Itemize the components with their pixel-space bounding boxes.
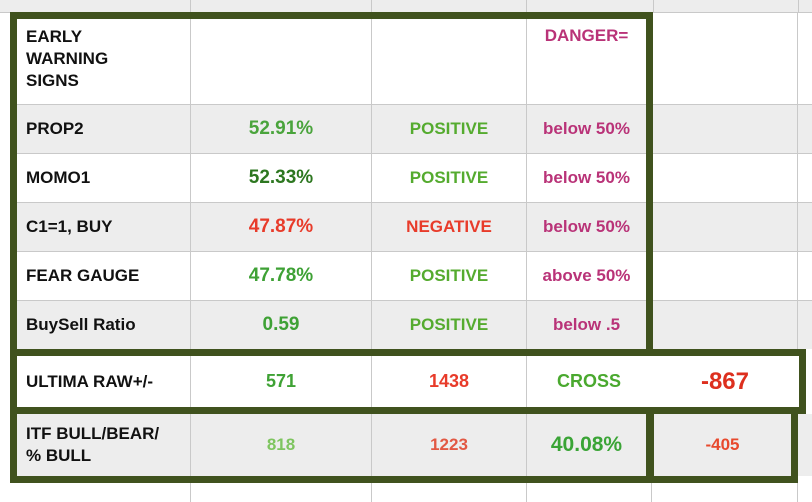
table-row-c1-buy: C1=1, BUY 47.87% NEGATIVE below 50% <box>17 202 646 251</box>
row-status: POSITIVE <box>409 315 489 334</box>
ultima-bull-value: 571 <box>265 371 297 391</box>
ultima-row: ULTIMA RAW+/- 571 1438 CROSS -867 <box>17 356 799 407</box>
danger-header-label: DANGER= <box>544 26 629 45</box>
cell-itf-net[interactable]: -405 <box>654 414 791 476</box>
gridline <box>653 0 654 12</box>
table-row-fear-gauge: FEAR GAUGE 47.78% POSITIVE above 50% <box>17 251 646 300</box>
cell-fear-label[interactable]: FEAR GAUGE <box>17 252 190 300</box>
cell-itf-label[interactable]: ITF BULL/BEAR/ % BULL <box>17 414 190 476</box>
itf-bear-value: 1223 <box>430 435 468 454</box>
cell-itf-bear[interactable]: 1223 <box>371 414 526 476</box>
table-row-prop2: PROP2 52.91% POSITIVE below 50% <box>17 104 646 153</box>
cell-itf-bull[interactable]: 818 <box>190 414 371 476</box>
cell-c1-status[interactable]: NEGATIVE <box>371 203 526 251</box>
table-title: EARLY WARNING SIGNS <box>26 27 109 90</box>
row-danger: below .5 <box>552 315 621 334</box>
cell-ultima-bull[interactable]: 571 <box>190 356 371 407</box>
cell-prop2-label[interactable]: PROP2 <box>17 105 190 153</box>
itf-net-value: -405 <box>705 435 740 454</box>
cell-fear-status[interactable]: POSITIVE <box>371 252 526 300</box>
row-label: BuySell Ratio <box>26 315 136 334</box>
ultima-signal-value: CROSS <box>556 371 621 391</box>
spreadsheet-bottom-row <box>0 483 812 502</box>
cell-danger-header[interactable]: DANGER= <box>526 19 646 104</box>
empty-cell[interactable] <box>653 13 812 104</box>
empty-cell[interactable] <box>653 153 812 202</box>
green-cell-divider <box>646 414 654 476</box>
cell-c1-value[interactable]: 47.87% <box>190 203 371 251</box>
cell-itf-percent[interactable]: 40.08% <box>526 414 646 476</box>
cell-buysell-value[interactable]: 0.59 <box>190 301 371 349</box>
spreadsheet-right-cells <box>653 13 812 349</box>
cell-prop2-status[interactable]: POSITIVE <box>371 105 526 153</box>
empty-cell[interactable] <box>653 300 812 349</box>
row-value: 52.33% <box>248 167 314 188</box>
cell-prop2-value[interactable]: 52.91% <box>190 105 371 153</box>
row-value: 47.78% <box>248 265 314 286</box>
itf-percent-value: 40.08% <box>550 433 623 456</box>
gridline <box>797 483 798 502</box>
gridline <box>651 483 652 502</box>
cell-ultima-label[interactable]: ULTIMA RAW+/- <box>17 356 190 407</box>
row-status: POSITIVE <box>409 266 489 285</box>
cell-momo1-label[interactable]: MOMO1 <box>17 154 190 202</box>
row-danger: above 50% <box>542 266 631 285</box>
empty-cell[interactable] <box>653 104 812 153</box>
row-status: POSITIVE <box>409 168 489 187</box>
cell-ultima-signal[interactable]: CROSS <box>526 356 651 407</box>
cell-ultima-bear[interactable]: 1438 <box>371 356 526 407</box>
ultima-bear-value: 1438 <box>428 371 470 391</box>
row-status: NEGATIVE <box>406 217 492 236</box>
cell-fear-danger[interactable]: above 50% <box>526 252 646 300</box>
table-header-row: EARLY WARNING SIGNS DANGER= <box>17 19 646 104</box>
table-row-momo1: MOMO1 52.33% POSITIVE below 50% <box>17 153 646 202</box>
row-value: 0.59 <box>262 314 300 335</box>
cell-momo1-value[interactable]: 52.33% <box>190 154 371 202</box>
cell-c1-label[interactable]: C1=1, BUY <box>17 203 190 251</box>
empty-cell[interactable] <box>798 414 812 476</box>
itf-bull-value: 818 <box>266 435 296 454</box>
row-label: ITF BULL/BEAR/ % BULL <box>26 424 160 465</box>
gridline <box>526 0 527 12</box>
table-row-buysell-ratio: BuySell Ratio 0.59 POSITIVE below .5 <box>17 300 646 349</box>
itf-row: ITF BULL/BEAR/ % BULL 818 1223 40.08% -4… <box>17 414 791 476</box>
row-label: C1=1, BUY <box>26 217 113 236</box>
gridline <box>797 13 798 349</box>
cell-c1-danger[interactable]: below 50% <box>526 203 646 251</box>
row-label: PROP2 <box>26 119 84 138</box>
cell-buysell-status[interactable]: POSITIVE <box>371 301 526 349</box>
row-label: ULTIMA RAW+/- <box>26 371 154 391</box>
empty-cell[interactable] <box>653 251 812 300</box>
cell-momo1-danger[interactable]: below 50% <box>526 154 646 202</box>
cell-momo1-status[interactable]: POSITIVE <box>371 154 526 202</box>
itf-bull-bear-row: ITF BULL/BEAR/ % BULL 818 1223 40.08% -4… <box>10 407 798 483</box>
row-value: 52.91% <box>248 118 314 139</box>
row-label: MOMO1 <box>26 168 91 187</box>
gridline <box>190 483 191 502</box>
row-status: POSITIVE <box>409 119 489 138</box>
cell-buysell-label[interactable]: BuySell Ratio <box>17 301 190 349</box>
row-value: 47.87% <box>248 216 314 237</box>
gridline <box>371 483 372 502</box>
cell-ultima-net[interactable]: -867 <box>651 356 799 407</box>
gridline <box>798 0 799 12</box>
ultima-net-value: -867 <box>700 367 750 395</box>
empty-cell[interactable] <box>190 19 371 104</box>
early-warning-table: EARLY WARNING SIGNS DANGER= PROP2 52.91%… <box>10 12 653 356</box>
ultima-raw-row: ULTIMA RAW+/- 571 1438 CROSS -867 <box>10 349 806 414</box>
row-danger: below 50% <box>543 217 630 236</box>
row-label: FEAR GAUGE <box>26 266 140 285</box>
gridline <box>190 0 191 12</box>
cell-prop2-danger[interactable]: below 50% <box>526 105 646 153</box>
gridline <box>371 0 372 12</box>
cell-buysell-danger[interactable]: below .5 <box>526 301 646 349</box>
cell-fear-value[interactable]: 47.78% <box>190 252 371 300</box>
cell-table-title[interactable]: EARLY WARNING SIGNS <box>17 19 190 104</box>
row-danger: below 50% <box>543 119 630 138</box>
gridline <box>526 483 527 502</box>
empty-cell[interactable] <box>371 19 526 104</box>
row-danger: below 50% <box>543 168 630 187</box>
empty-cell[interactable] <box>653 202 812 251</box>
